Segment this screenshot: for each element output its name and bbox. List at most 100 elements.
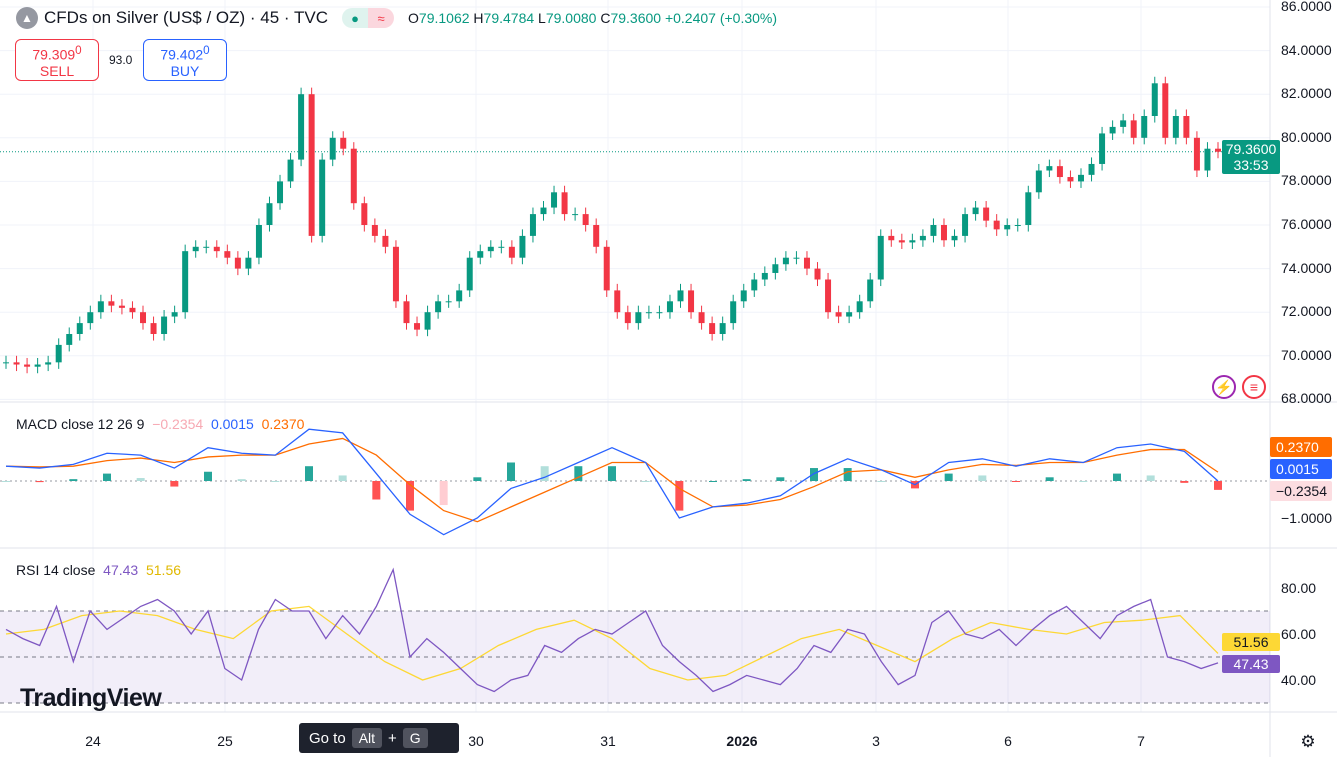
candle-body: [498, 246, 505, 248]
candle-body: [245, 257, 252, 269]
rsi-ma-line: [5, 605, 1219, 681]
macd-hist-tag: −0.2354: [1270, 481, 1332, 501]
goto-tooltip: Go to Alt + G: [299, 723, 459, 753]
macd-histogram-bar: [237, 479, 246, 481]
candle-body: [55, 344, 62, 363]
candle-body: [1109, 126, 1116, 134]
candle-body: [213, 246, 220, 252]
candle-body: [1130, 120, 1137, 138]
candle-body: [24, 364, 31, 367]
candle-body: [1025, 192, 1032, 225]
macd-line-tag: 0.0015: [1270, 459, 1332, 479]
candle-body: [1099, 133, 1106, 164]
candle-body: [540, 207, 547, 215]
macd-histogram-bar: [170, 481, 179, 487]
candle-body: [951, 235, 958, 241]
candle-body: [940, 225, 947, 241]
macd-histogram-bar: [742, 479, 751, 481]
candle-body: [382, 235, 389, 247]
candle-body: [698, 312, 705, 324]
candle-body: [234, 257, 241, 269]
candle-body: [34, 364, 41, 367]
candle-body: [814, 268, 821, 280]
settings-gear-icon[interactable]: ⚙: [1300, 732, 1316, 751]
price-tick: 80.0000: [1281, 128, 1332, 145]
candle-body: [856, 301, 863, 313]
candle-body: [614, 290, 621, 313]
candle-body: [456, 290, 463, 302]
candle-body: [645, 312, 652, 314]
symbol-title[interactable]: CFDs on Silver (US$ / OZ) · 45 · TVC: [44, 8, 329, 27]
candle-body: [371, 225, 378, 236]
macd-histogram-bar: [439, 481, 448, 506]
market-open-dot-icon: ●: [342, 8, 369, 28]
candle-body: [1193, 137, 1200, 171]
candle-body: [466, 257, 473, 291]
candle-body: [709, 323, 716, 334]
spread-value: 93.0: [109, 53, 133, 67]
candle-body: [803, 257, 810, 269]
candle-body: [677, 290, 684, 302]
candle-body: [962, 214, 969, 236]
candle-body: [919, 235, 926, 241]
price-tick: 76.0000: [1281, 216, 1332, 232]
candle-body: [519, 235, 526, 258]
candle-body: [888, 235, 895, 241]
macd-histogram-bar: [877, 481, 886, 482]
macd-axis-tick: −1.0000: [1281, 510, 1332, 526]
candle-body: [13, 362, 20, 365]
macd-signal-tag: 0.2370: [1270, 437, 1332, 457]
us-flag-icon[interactable]: ≡: [1242, 375, 1266, 399]
candle-body: [1088, 163, 1095, 175]
rsi-tick: 80.00: [1281, 580, 1317, 596]
rsi-legend[interactable]: RSI 14 close 47.43 51.56: [16, 562, 182, 578]
candle-body: [129, 307, 136, 313]
time-tick: 31: [600, 733, 616, 749]
candle-body: [1077, 174, 1084, 182]
candle-body: [972, 207, 979, 215]
time-tick: 6: [1004, 733, 1012, 749]
candle-body: [224, 251, 231, 258]
candle-body: [361, 203, 368, 225]
candle-body: [487, 246, 494, 252]
candle-body: [993, 220, 1000, 230]
status-pill[interactable]: ● ≈: [342, 8, 395, 28]
time-tick: 25: [217, 733, 233, 749]
macd-histogram-bar: [406, 481, 414, 511]
candle-body: [76, 323, 83, 334]
candle-body: [782, 257, 789, 265]
candle-body: [719, 323, 726, 334]
candle-body: [867, 279, 874, 302]
candle-body: [1204, 148, 1211, 171]
macd-line: [5, 428, 1219, 536]
candle-body: [635, 312, 642, 324]
rsi-tag: 47.43: [1222, 655, 1280, 673]
candle-body: [1162, 83, 1169, 138]
time-tick: 24: [85, 733, 101, 749]
time-tick: 7: [1137, 733, 1145, 749]
candle-body: [319, 159, 326, 236]
macd-histogram-bar: [1012, 481, 1020, 482]
time-tick: 2026: [726, 733, 758, 749]
lightning-icon[interactable]: ⚡: [1212, 375, 1236, 399]
candle-body: [3, 362, 9, 364]
candle-body: [1056, 166, 1063, 178]
tradingview-logo[interactable]: TradingView: [20, 684, 162, 712]
last-price-tag: 79.3600 33:53: [1222, 140, 1280, 174]
candle-body: [529, 214, 536, 236]
candle-body: [846, 312, 853, 317]
rsi-tick: 60.00: [1281, 626, 1317, 642]
macd-histogram-bar: [944, 473, 953, 481]
candle-body: [751, 279, 758, 291]
macd-histogram-bar: [103, 473, 111, 481]
price-tick: 72.0000: [1281, 303, 1332, 320]
buy-button[interactable]: 79.4020 BUY: [143, 39, 227, 81]
macd-legend[interactable]: MACD close 12 26 9 −0.2354 0.0015 0.2370: [16, 416, 305, 432]
macd-histogram-bar: [507, 462, 515, 481]
compare-icon: ≈: [368, 8, 395, 28]
macd-histogram-bar: [641, 481, 650, 482]
sell-button[interactable]: 79.3090 SELL: [15, 39, 99, 81]
candle-body: [603, 246, 610, 291]
rsi-tick: 40.00: [1281, 672, 1317, 688]
